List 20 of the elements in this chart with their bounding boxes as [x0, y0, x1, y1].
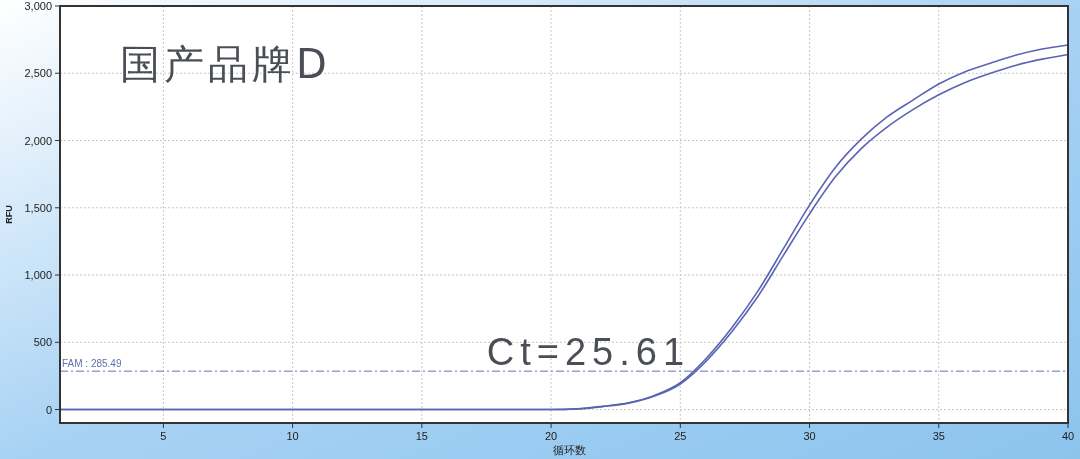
- y-tick-label: 500: [33, 336, 52, 349]
- x-tick-label: 35: [932, 430, 945, 442]
- ref-line-label: FAM : 285.49: [62, 358, 122, 370]
- x-tick-label: 10: [286, 430, 299, 442]
- y-tick-label: 2,000: [24, 134, 52, 147]
- x-tick-label: 15: [415, 430, 428, 442]
- x-tick-label: 25: [674, 430, 687, 442]
- text: 国产品牌D: [120, 41, 331, 87]
- y-tick-label: 3,000: [24, 0, 52, 12]
- y-tick-label: 1,500: [24, 201, 52, 214]
- y-tick-label: 1,000: [24, 269, 52, 282]
- x-tick-label: 5: [160, 430, 167, 442]
- x-axis-title: 循环数: [552, 444, 586, 456]
- x-tick-label: 20: [544, 430, 558, 442]
- x-tick-label: 30: [803, 430, 816, 442]
- y-tick-label: 2,500: [24, 67, 52, 80]
- annotation: Ct=25.61: [486, 331, 691, 374]
- x-tick-label: 40: [1061, 430, 1075, 442]
- y-tick-label: 0: [45, 403, 52, 416]
- y-axis-title: RFU: [4, 205, 14, 224]
